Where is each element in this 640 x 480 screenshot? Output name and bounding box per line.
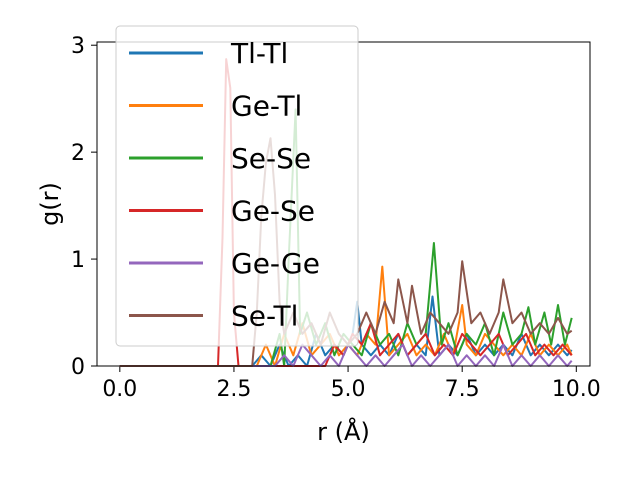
y-tick-label: 2 [71, 141, 85, 166]
x-tick-label: 7.5 [445, 377, 480, 402]
legend-item: Ge-Tl [129, 90, 302, 123]
legend-item: Ge-Se [129, 195, 315, 228]
x-tick-label: 10.0 [552, 377, 601, 402]
legend-item: Se-Tl [129, 300, 298, 333]
x-axis-label: r (Å) [317, 417, 370, 446]
y-tick-label: 0 [71, 355, 85, 380]
legend: Tl-Tl Ge-Tl Se-Se Ge-Se Ge-Ge Se-Tl [115, 25, 359, 347]
series-line-ge-se [119, 58, 573, 367]
legend-item: Tl-Tl [129, 37, 288, 70]
legend-label: Se-Tl [231, 300, 298, 333]
legend-label: Ge-Se [231, 195, 315, 228]
legend-item: Ge-Ge [129, 247, 320, 280]
x-tick-label: 5.0 [331, 377, 366, 402]
x-tick-label: 2.5 [216, 377, 251, 402]
legend-item: Se-Se [129, 142, 311, 175]
legend-label: Tl-Tl [230, 37, 288, 70]
legend-label: Ge-Tl [231, 90, 302, 123]
axis-ticks: 0.0 2.5 5.0 7.5 10.0 0 1 2 3 [71, 34, 601, 402]
legend-label: Ge-Ge [231, 247, 320, 280]
series-line-ge-ge [119, 343, 573, 367]
x-tick-label: 0.0 [102, 377, 137, 402]
y-axis-label: g(r) [36, 182, 64, 226]
y-tick-label: 1 [71, 248, 85, 273]
legend-box [115, 25, 359, 347]
y-tick-label: 3 [71, 34, 85, 59]
legend-label: Se-Se [231, 142, 311, 175]
